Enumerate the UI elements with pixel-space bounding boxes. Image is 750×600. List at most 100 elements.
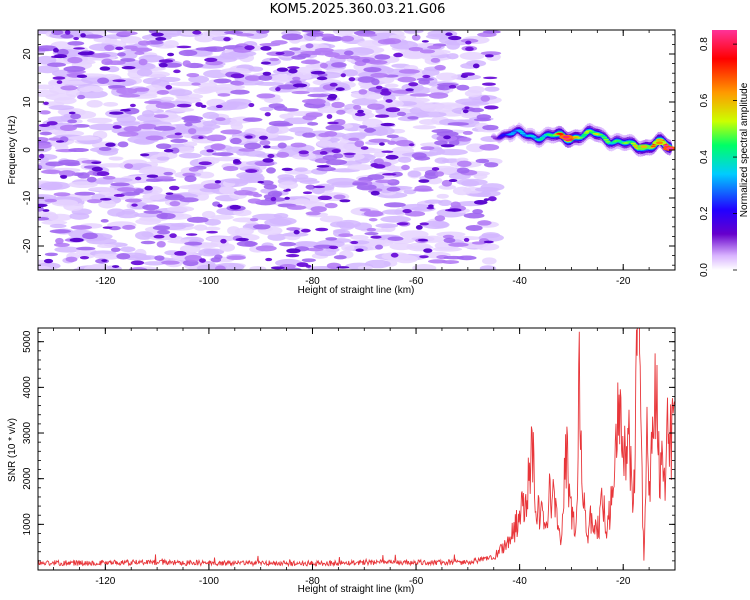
heatmap-cell-mid [153,125,176,131]
heatmap-cell-high [339,199,351,203]
heatmap-cell-mid [102,175,116,180]
signal-track [490,122,675,157]
heatmap-cell-high [385,99,393,103]
heatmap-cell-high [370,190,380,196]
heatmap-cell-mid [480,95,491,102]
heatmap-cell-low [474,187,500,192]
heatmap-cell-high [483,240,494,244]
heatmap-cell-high [463,237,470,242]
heatmap-cell-mid [305,112,323,118]
heatmap-cell-low [293,198,310,205]
heatmap-cell-high [483,76,498,80]
heatmap-cell-mid [420,146,435,151]
heatmap-cell-mid [271,192,282,198]
signal-cell [605,140,611,143]
heatmap-cell-high [373,164,386,169]
heatmap-cell-mid [178,49,198,57]
heatmap-cell-mid [387,140,397,145]
heatmap-cell-low [319,215,344,223]
heatmap-cell-high [419,255,429,259]
heatmap-cell-mid [336,109,346,115]
heatmap-cell-mid [51,30,64,36]
heatmap-cell-mid [292,76,301,81]
y-tick-label: 4000 [22,376,33,399]
heatmap-cell-low [362,118,383,128]
heatmap-cell-high [465,46,474,52]
heatmap-cell-high [381,88,389,93]
heatmap-cell-high [55,140,65,143]
heatmap-cell-mid [310,206,327,213]
heatmap-cell-high [214,180,222,184]
heatmap-cell-mid [383,38,402,45]
heatmap-cell-high [262,145,271,149]
heatmap-cell-high [129,103,136,108]
heatmap-cell-high [109,111,124,115]
heatmap-cell-mid [123,125,142,132]
heatmap-cell-high [385,107,401,113]
heatmap-cell-high [176,103,192,108]
heatmap-cell-high [335,87,345,91]
heatmap-cell-mid [129,267,148,270]
heatmap-cell-mid [475,158,490,164]
heatmap-cell-high [440,144,455,148]
y-tick-label: 5000 [22,330,33,353]
heatmap-cell-low [294,240,319,248]
heatmap-cell-mid [170,138,188,144]
heatmap-cell-mid [367,103,385,110]
heatmap-cell-low [160,96,175,101]
heatmap-cell-mid [450,201,461,209]
heatmap-cell-mid [333,55,354,60]
heatmap-cell-low [232,217,256,223]
heatmap-cell-mid [272,122,294,127]
heatmap-cell-mid [428,92,449,99]
heatmap-cell-high [39,123,50,127]
heatmap-cell-mid [424,172,439,180]
heatmap-cell-high [275,51,285,55]
snr-frame [37,327,676,571]
y-tick-label: 10 [22,96,33,108]
heatmap-cell-low [436,72,458,81]
heatmap-cell-low [195,192,210,201]
heatmap-cell-low [183,141,198,147]
heatmap-cell-high [245,169,258,173]
heatmap-cell-mid [419,49,436,54]
heatmap-cell-mid [465,225,483,231]
heatmap-cell-low [352,148,385,154]
heatmap-cell-mid [206,134,227,142]
heatmap-cell-mid [76,246,96,251]
heatmap-cell-mid [407,116,419,120]
heatmap-cell-mid [375,244,384,250]
heatmap-cell-low [412,264,437,270]
heatmap-cell-high [327,121,339,125]
heatmap-cell-high [276,67,289,72]
heatmap-cell-high [281,167,293,172]
heatmap-cell-mid [170,147,180,154]
signal-peak-core [562,135,570,139]
heatmap-cell-low [252,213,283,221]
heatmap-cell-high [484,54,494,58]
signal-cell [538,138,544,141]
spectrogram-x-axis-label: Height of straight line (km) [298,285,415,296]
heatmap-cell-high [288,68,298,74]
signal-cell [558,133,564,135]
heatmap-cell-mid [374,54,391,60]
heatmap-cell-low [452,186,472,196]
heatmap-cell-mid [39,131,52,136]
heatmap-cell-mid [120,191,140,196]
heatmap-cell-high [286,248,301,254]
x-tick-label: -120 [95,576,115,587]
heatmap-cell-mid [107,84,126,89]
heatmap-cell-high [244,135,253,139]
heatmap-cell-high [163,148,174,153]
heatmap-cell-mid [430,57,441,63]
heatmap-cell-low [193,224,208,231]
heatmap-cell-low [41,220,68,225]
heatmap-cell-high [385,154,399,160]
heatmap-cell-mid [67,119,78,124]
heatmap-cell-high [465,40,472,45]
heatmap-cell-mid [215,117,226,122]
heatmap-cell-mid [44,198,57,203]
heatmap-cell-high [381,150,394,153]
heatmap-cell-high [488,196,497,202]
signal-cell [510,131,517,134]
